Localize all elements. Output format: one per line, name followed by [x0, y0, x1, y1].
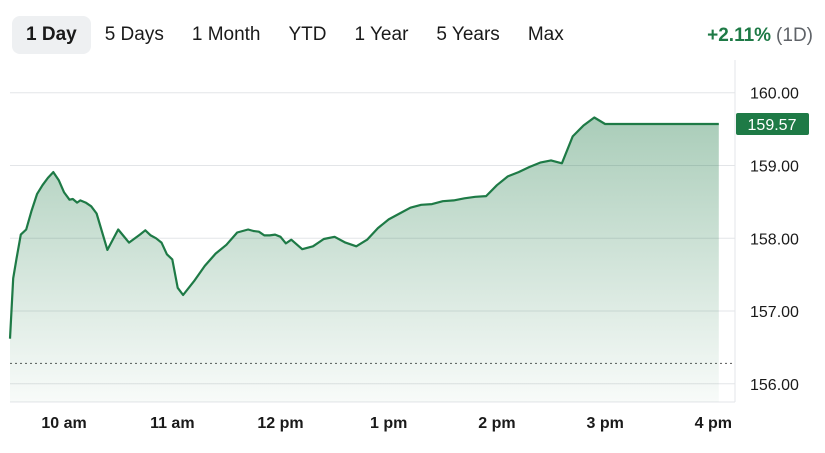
x-tick-label: 10 am: [41, 415, 86, 432]
tab-1-day[interactable]: 1 Day: [12, 16, 91, 54]
y-tick-label: 156.00: [750, 377, 799, 394]
price-area: [10, 117, 719, 402]
x-tick-label: 4 pm: [695, 415, 732, 432]
x-tick-label: 3 pm: [586, 415, 623, 432]
x-tick-label: 1 pm: [370, 415, 407, 432]
current-price-badge: [736, 113, 809, 136]
change-period: (1D): [776, 25, 813, 46]
tab-1-year[interactable]: 1 Year: [354, 24, 409, 45]
tab-5-years[interactable]: 5 Years: [436, 24, 500, 45]
tab-ytd[interactable]: YTD: [288, 24, 327, 45]
y-tick-label: 159.00: [750, 159, 799, 176]
tab-1-month[interactable]: 1 Month: [191, 24, 261, 45]
x-tick-label: 11 am: [150, 415, 194, 432]
y-tick-label: 157.00: [750, 304, 799, 321]
tab-5-days[interactable]: 5 Days: [104, 24, 164, 45]
y-tick-label: 160.00: [750, 86, 799, 103]
tab-max[interactable]: Max: [527, 24, 564, 45]
price-line: [8, 116, 719, 339]
y-tick-label: 158.00: [750, 231, 799, 248]
x-tick-label: 12 pm: [257, 415, 303, 432]
price-change: +2.11% (1D): [707, 25, 813, 47]
x-tick-label: 2 pm: [478, 415, 515, 432]
range-toolbar: 1 Day 5 Days 1 Month YTD 1 Year 5 Years Max +2…: [0, 0, 825, 70]
current-price-label: 159.57: [748, 117, 797, 134]
range-tabs: 1 Day 5 Days 1 Month YTD 1 Year 5 Years Max: [12, 16, 578, 54]
change-percent: +2.11%: [707, 25, 772, 46]
